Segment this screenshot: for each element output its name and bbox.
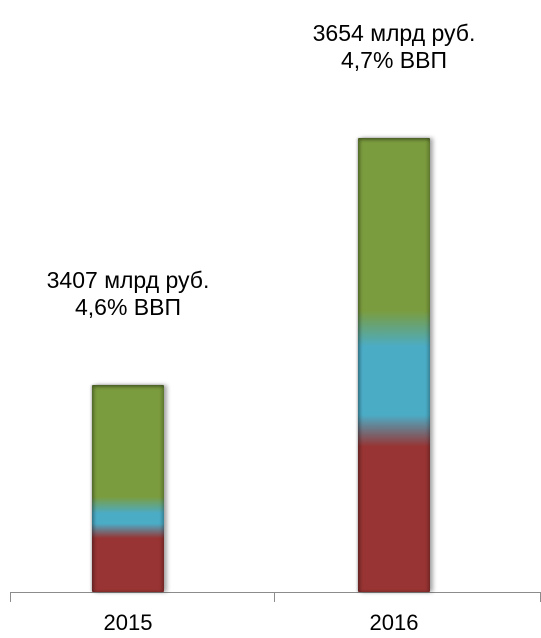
bar-2015 bbox=[92, 385, 164, 592]
data-label-2016-gdp-share: 4,7% ВВП bbox=[340, 47, 448, 73]
x-tick-label-2015: 2015 bbox=[103, 610, 153, 635]
data-label-2015: 3407 млрд руб. 4,6% ВВП bbox=[8, 267, 248, 321]
data-label-2016: 3654 млрд руб. 4,7% ВВП bbox=[274, 20, 514, 74]
data-label-2015-amount: 3407 млрд руб. bbox=[46, 267, 210, 293]
bar-2016 bbox=[358, 138, 430, 592]
x-axis-tick-middle bbox=[274, 592, 275, 602]
data-label-2016-amount: 3654 млрд руб. bbox=[312, 20, 476, 46]
x-axis-tick-left bbox=[10, 592, 11, 602]
x-tick-label-2016: 2016 bbox=[369, 610, 419, 635]
data-label-2015-gdp-share: 4,6% ВВП bbox=[74, 294, 182, 320]
x-axis-line bbox=[10, 592, 541, 593]
